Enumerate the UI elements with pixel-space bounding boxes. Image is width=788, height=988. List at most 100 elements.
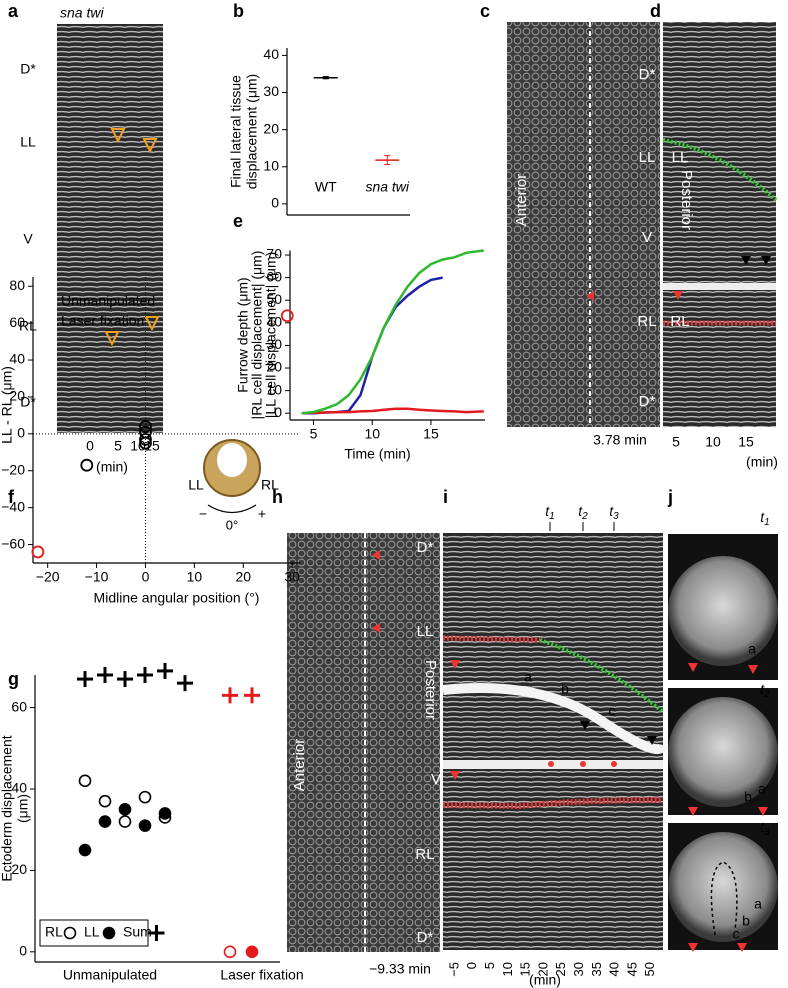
inset-label: LL	[188, 477, 204, 493]
point	[139, 420, 152, 433]
panel-letter: a	[8, 1, 19, 21]
x-tick-label: 10	[187, 569, 203, 585]
y-tick-label: 40	[9, 351, 25, 367]
x-category-label: Unmanipulated	[63, 967, 157, 983]
y-axis-label: displacement (μm)	[244, 74, 260, 189]
cell-label: c	[733, 926, 740, 942]
x-tick-label: 45	[624, 962, 639, 976]
axis-unit: (min)	[529, 972, 561, 988]
arrowhead	[104, 331, 120, 347]
y-tick-label: 0	[17, 425, 25, 441]
y-axis-label: Final lateral tissue	[228, 75, 244, 188]
region-label: RL	[637, 313, 656, 330]
rl-track	[442, 797, 664, 810]
legend-entry: RL	[45, 924, 63, 940]
y-tick-label: 40	[266, 314, 282, 330]
region-label: LL	[417, 623, 434, 640]
x-tick-label: 5	[482, 962, 497, 969]
point	[78, 843, 92, 857]
embryo	[668, 832, 778, 942]
side-label: Posterior	[678, 170, 695, 230]
legend-entry: Sum	[123, 924, 152, 940]
timepoint-letter: t	[760, 681, 765, 697]
y-tick-label: 10	[263, 157, 279, 173]
x-tick-label: 15	[518, 962, 533, 976]
x-tick-label: 40	[607, 962, 622, 976]
cell-label: b	[561, 681, 569, 697]
point	[138, 790, 152, 804]
y-tick-label: 40	[11, 780, 27, 796]
arrowhead	[450, 771, 460, 780]
legend-entry: Unmanipulated	[61, 293, 155, 309]
y-tick-label: 40	[263, 46, 279, 62]
timepoint-dot	[580, 761, 586, 767]
timepoint-subscript: 3	[613, 511, 619, 522]
arrowhead	[372, 623, 380, 633]
timepoint-letter: t	[545, 503, 550, 519]
arrowhead	[748, 665, 758, 674]
y-axis-label: |LL cell displacement| (μm)	[263, 252, 279, 419]
x-tick-label: 30	[571, 962, 586, 976]
x-tick-label: 5	[114, 438, 122, 454]
timepoint-label: t3	[760, 819, 770, 838]
embryo	[668, 697, 778, 807]
y-tick-label: 20	[11, 861, 27, 877]
point	[98, 794, 112, 808]
y-tick-label: 0	[274, 404, 282, 420]
panel-letter: g	[8, 669, 19, 689]
arrowhead	[688, 663, 698, 672]
y-axis-label: |RL cell displacement| (μm)	[249, 251, 265, 420]
point	[222, 687, 238, 704]
inset-label: +	[258, 506, 266, 522]
ll-track	[662, 138, 778, 202]
region-label: RL	[670, 313, 689, 330]
arrowhead	[450, 660, 460, 669]
timepoint-letter: t	[578, 503, 583, 519]
y-tick-label: 30	[266, 336, 282, 352]
x-tick-label: −5	[446, 962, 461, 977]
y-tick-label: 20	[263, 120, 279, 136]
y-tick-label: −60	[1, 535, 25, 551]
region-label: LL	[20, 134, 36, 150]
inset-yolk	[217, 443, 247, 477]
arrowhead	[673, 291, 683, 300]
inset-label: RL	[261, 477, 279, 493]
point	[139, 432, 152, 446]
point	[244, 687, 260, 704]
legend-entry: LL	[84, 924, 100, 940]
cell-label: c	[609, 703, 616, 719]
image-c	[507, 22, 660, 427]
region-label: V	[431, 771, 441, 788]
cell-label: a	[524, 669, 532, 685]
point	[118, 815, 132, 828]
axis-unit: (min)	[746, 454, 778, 470]
timepoint-subscript: 1	[764, 517, 770, 528]
timepoint-letter: t	[760, 509, 765, 525]
panel-letter: e	[233, 211, 243, 231]
y-tick-label: −40	[1, 498, 25, 514]
region-label: V	[23, 231, 33, 247]
x-tick-label: 15	[423, 426, 439, 442]
x-tick-label: 5	[310, 426, 318, 442]
x-tick-label: −20	[36, 569, 60, 585]
side-label: Posterior	[422, 660, 439, 720]
cell-label: b	[742, 913, 750, 929]
region-label: D*	[417, 539, 434, 556]
point	[98, 815, 112, 828]
y-axis-label: LL - RL (μm)	[0, 366, 15, 444]
x-tick-label: 20	[235, 569, 251, 585]
x-tick-label: 0	[464, 962, 479, 969]
timepoint-letter: t	[760, 819, 765, 835]
region-label: V	[642, 229, 652, 246]
y-tick-label: 60	[9, 314, 25, 330]
panel-letter: j	[667, 487, 673, 507]
x-tick-label: 10	[705, 434, 721, 450]
point	[158, 807, 172, 820]
ablation-line	[663, 283, 776, 290]
x-axis-label: Time (min)	[344, 446, 410, 462]
ll-track	[539, 638, 665, 714]
arrowhead	[758, 807, 768, 816]
series-line	[301, 276, 443, 415]
y-axis-label: Furrow depth (μm)	[235, 277, 251, 392]
